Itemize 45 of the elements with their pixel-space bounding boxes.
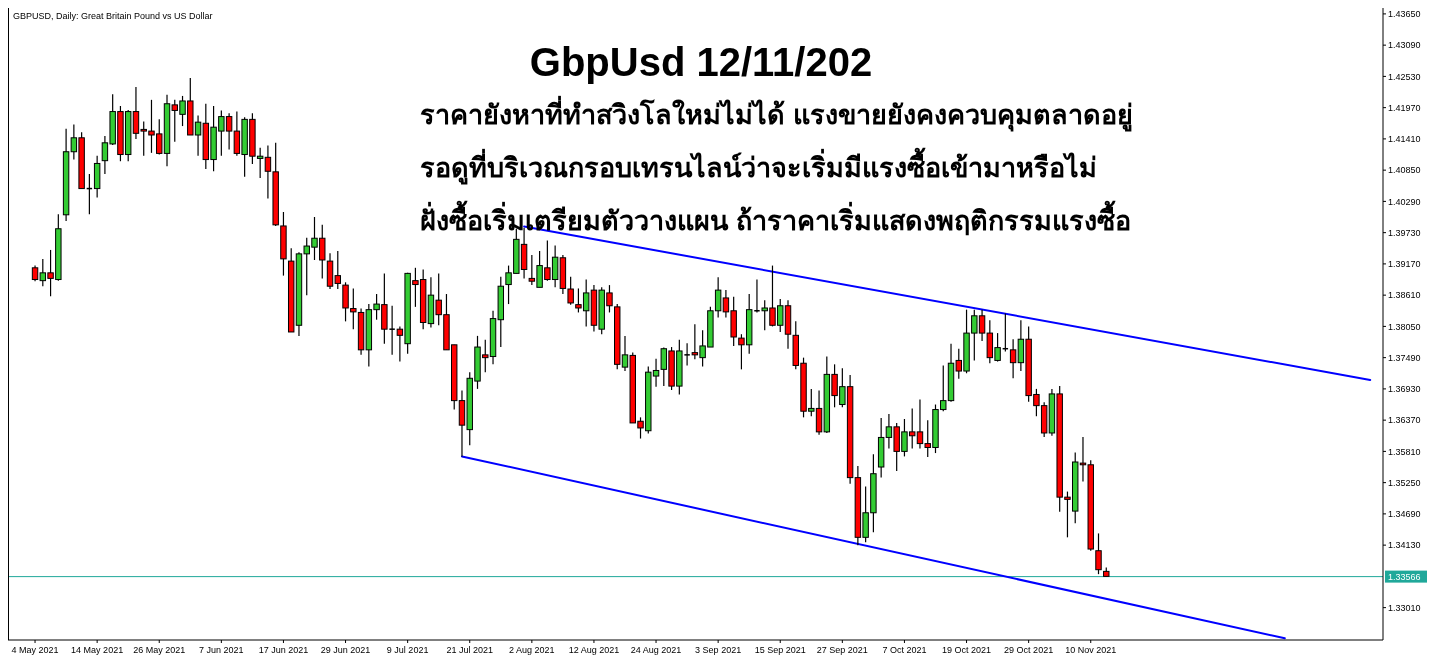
candlestick — [1095, 532, 1102, 575]
y-tick-label: 1.41970 — [1388, 102, 1421, 113]
x-tick-label: 27 Sep 2021 — [816, 645, 868, 655]
x-tick-label: 17 Jun 2021 — [258, 645, 309, 655]
ref-line-label: 1.33566 — [1388, 571, 1421, 582]
y-tick-label: 1.34690 — [1388, 509, 1421, 520]
chart-subtitle: GBPUSD, Daily: Great Britain Pound vs US Dollar — [13, 11, 213, 21]
candlestick — [1009, 338, 1017, 379]
y-tick-label: 1.43650 — [1388, 9, 1421, 20]
x-tick-label: 12 Aug 2021 — [568, 645, 620, 655]
y-tick-label: 1.37490 — [1388, 352, 1421, 363]
x-tick-label: 26 May 2021 — [133, 645, 186, 655]
annotation: ฝั่งซื้อเริ่มเตรียมตัววางแผน ถ้าราคาเริ่มแสดงพฤติกรรมแรงซื้อ — [420, 200, 1131, 236]
x-tick-label: 3 Sep 2021 — [695, 645, 742, 655]
x-tick-label: 24 Aug 2021 — [630, 645, 682, 655]
y-tick-label: 1.38050 — [1388, 321, 1421, 332]
y-tick-label: 1.33010 — [1388, 602, 1421, 613]
text: GbpUsd 12/11/202 — [529, 40, 873, 84]
y-tick-label: 1.35250 — [1388, 477, 1421, 488]
x-tick-label: 4 May 2021 — [11, 645, 59, 655]
y-tick-label: 1.40850 — [1388, 165, 1421, 176]
x-tick-label: 19 Oct 2021 — [942, 645, 992, 655]
x-tick-label: 14 May 2021 — [71, 645, 124, 655]
x-tick-label: 29 Oct 2021 — [1004, 645, 1054, 655]
y-tick-label: 1.39170 — [1388, 259, 1421, 270]
x-tick-label: 21 Jul 2021 — [446, 645, 494, 655]
x-tick-label: 7 Jun 2021 — [199, 645, 244, 655]
y-tick-label: 1.36930 — [1388, 384, 1421, 395]
x-tick-label: 9 Jul 2021 — [386, 645, 429, 655]
x-tick-label: 7 Oct 2021 — [882, 645, 927, 655]
y-tick-label: 1.43090 — [1388, 40, 1421, 51]
y-tick-label: 1.38610 — [1388, 290, 1421, 301]
y-tick-label: 1.36370 — [1388, 415, 1421, 426]
y-tick-label: 1.39730 — [1388, 227, 1421, 238]
annotation: รอดูที่บริเวณกรอบเทรนไลน์ว่าจะเริ่มมีแรงซื้อเข้ามาหรือไม่ — [420, 147, 1097, 185]
y-tick-label: 1.34130 — [1388, 540, 1421, 551]
annotation: ราคายังหาที่ทำสวิงโลใหม่ไม่ได้ แรงขายยังคงควบคุมตลาดอยู่ — [420, 95, 1133, 132]
y-tick-label: 1.42530 — [1388, 71, 1421, 82]
x-tick-label: 29 Jun 2021 — [320, 645, 371, 655]
x-tick-label: 2 Aug 2021 — [509, 645, 555, 655]
y-tick-label: 1.41410 — [1388, 134, 1421, 145]
y-tick-label: 1.35810 — [1388, 446, 1421, 457]
x-tick-label: 15 Sep 2021 — [754, 645, 806, 655]
x-tick-label: 10 Nov 2021 — [1065, 645, 1117, 655]
y-tick-label: 1.40290 — [1388, 196, 1421, 207]
